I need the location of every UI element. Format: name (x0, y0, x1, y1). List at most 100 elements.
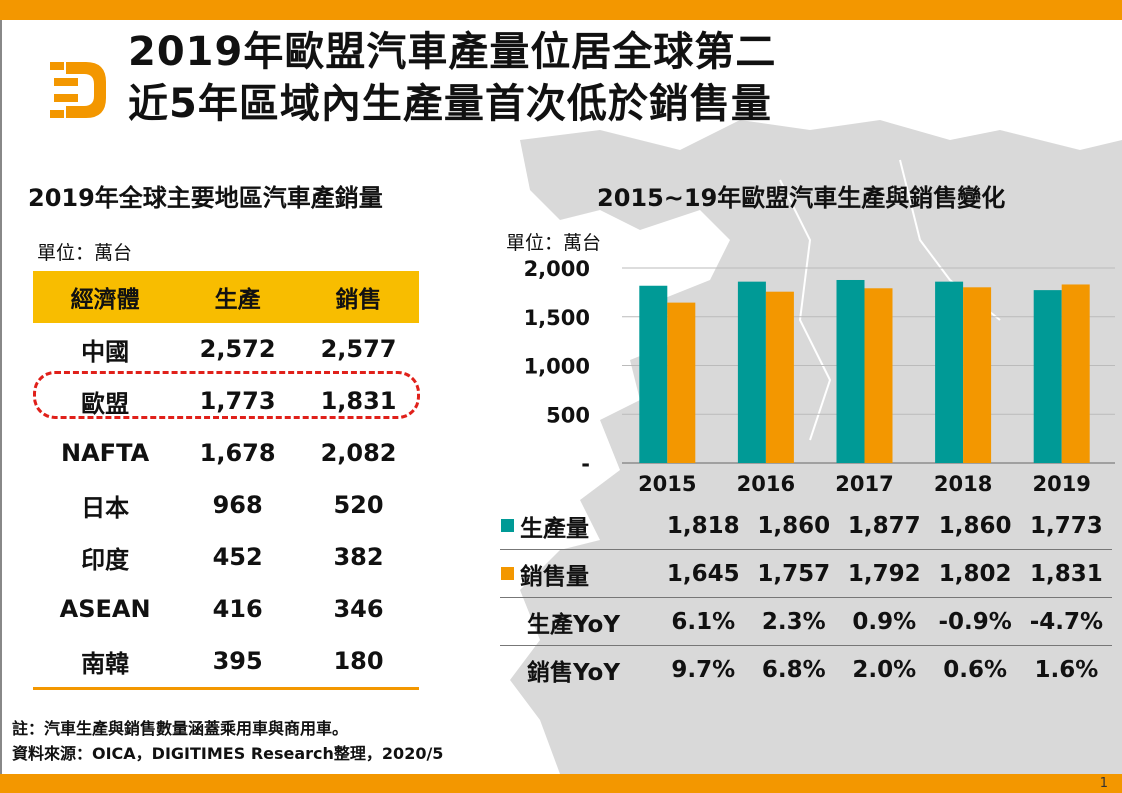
page-title: 2019年歐盟汽車產量位居全球第二 近5年區域內生產量首次低於銷售量 (128, 26, 776, 130)
y-tick-label: 2,000 (524, 257, 590, 281)
chart-data-table: 生產量 1,818 1,860 1,877 1,860 1,773 銷售量 1,645 1,75… (500, 502, 1112, 693)
column-header-production: 生產 (177, 271, 299, 323)
chart-unit-label: 單位：萬台 (506, 232, 602, 254)
data-table-row: 銷售YoY 9.7% 6.8% 2.0% 0.6% 1.6% (500, 646, 1112, 694)
economy-cell: 南韓 (33, 635, 178, 690)
footnotes: 註：汽車生產與銷售數量涵蓋乘用車與商用車。 資料來源：OICA，DIGITIME… (12, 716, 443, 766)
data-table-row: 生產YoY 6.1% 2.3% 0.9% -0.9% -4.7% (500, 597, 1112, 646)
value-cell: 6.1% (658, 597, 749, 646)
x-tick-label: 2016 (737, 472, 795, 496)
value-cell: 1,818 (658, 502, 749, 550)
bar-production-2017 (836, 279, 865, 463)
value-cell: 1,757 (748, 549, 840, 598)
row-label-text: 銷售量 (520, 563, 589, 590)
value-cell: 1,860 (929, 502, 1021, 550)
legend-swatch-icon (501, 518, 514, 532)
value-cell: -4.7% (1020, 597, 1112, 646)
sales-cell: 346 (333, 595, 384, 623)
table-row: 日本 968 520 (33, 479, 419, 531)
legend-swatch-icon (501, 566, 514, 580)
data-table-row: 銷售量 1,645 1,757 1,792 1,802 1,831 (500, 549, 1112, 598)
sales-cell: 520 (333, 491, 384, 519)
top-accent-bar (0, 0, 1122, 20)
value-cell: 1,877 (839, 502, 930, 550)
table-row: NAFTA 1,678 2,082 (33, 427, 419, 479)
value-cell: 6.8% (761, 656, 826, 683)
economy-cell: ASEAN (59, 595, 151, 623)
row-label: 生產量 (500, 502, 658, 550)
bar-sales-2016 (765, 291, 794, 463)
column-header-economy: 經濟體 (33, 271, 178, 323)
y-tick-label: 1,500 (524, 306, 590, 330)
value-cell: 1.6% (1034, 656, 1099, 683)
production-cell: 2,572 (199, 335, 276, 363)
value-cell: 1,645 (658, 549, 749, 598)
production-cell: 416 (212, 595, 263, 623)
digitimes-d-logo-icon (50, 62, 106, 118)
x-tick-label: 2018 (934, 472, 992, 496)
production-cell: 968 (212, 491, 263, 519)
eu-highlight-oval (33, 371, 420, 419)
bar-production-2018 (935, 281, 964, 463)
x-tick-label: 2019 (1032, 472, 1090, 496)
title-line-1: 2019年歐盟汽車產量位居全球第二 (128, 29, 777, 75)
y-tick-label: 1,000 (524, 355, 590, 379)
data-table-row: 生產量 1,818 1,860 1,877 1,860 1,773 (500, 502, 1112, 550)
sales-cell: 2,577 (320, 335, 397, 363)
value-cell: 1,792 (839, 549, 930, 598)
regional-production-sales-table: 經濟體 生產 銷售 中國 2,572 2,577 歐盟 1,773 1,831 NAFT… (33, 271, 419, 690)
right-subtitle: 2015~19年歐盟汽車生產與銷售變化 (597, 184, 1006, 212)
production-cell: 395 (177, 635, 299, 690)
note-text: 註：汽車生產與銷售數量涵蓋乘用車與商用車。 (12, 719, 349, 738)
eu-production-sales-bar-chart: - 500 1,000 1,500 2,000 2015 2016 2017 2018 2019 (524, 257, 1115, 496)
value-cell: 1,860 (748, 502, 840, 550)
left-subtitle: 2019年全球主要地區汽車產銷量 (28, 184, 383, 212)
bar-production-2019 (1033, 290, 1062, 463)
row-label-text: 生產YoY (527, 611, 620, 638)
row-label: 生產YoY (500, 597, 658, 646)
bottom-accent-bar: 1 (0, 774, 1122, 793)
sales-cell: 382 (333, 543, 384, 571)
left-unit-label: 單位：萬台 (37, 242, 133, 264)
value-cell: 2.3% (748, 597, 840, 646)
value-cell: 1,773 (1020, 502, 1112, 550)
bar-production-2016 (737, 281, 766, 463)
bar-sales-2019 (1061, 284, 1090, 463)
y-tick-label: - (581, 452, 590, 476)
bar-sales-2018 (963, 287, 992, 463)
bar-production-2015 (639, 285, 668, 463)
production-cell: 1,678 (199, 439, 276, 467)
economy-cell: 日本 (81, 493, 130, 522)
value-cell: 1,802 (929, 549, 1021, 598)
value-cell: 9.7% (671, 656, 736, 683)
value-cell: 0.6% (943, 656, 1008, 683)
column-header-sales: 銷售 (298, 271, 419, 323)
title-line-2: 近5年區域內生產量首次低於銷售量 (128, 81, 772, 127)
table-header-row: 經濟體 生產 銷售 (33, 271, 419, 323)
table-row: 印度 452 382 (33, 531, 419, 583)
bar-sales-2017 (864, 288, 893, 463)
table-row: 南韓 395 180 (33, 635, 419, 690)
value-cell: -0.9% (929, 597, 1021, 646)
y-tick-label: 500 (546, 403, 590, 427)
row-label-text: 銷售YoY (527, 659, 620, 686)
x-tick-label: 2015 (638, 472, 696, 496)
sales-cell: 2,082 (320, 439, 397, 467)
row-label: 銷售YoY (500, 646, 658, 694)
sales-cell: 180 (298, 635, 419, 690)
sales-cell: 1,831 (320, 387, 397, 415)
production-cell: 1,773 (199, 387, 276, 415)
left-border-line (0, 20, 2, 774)
bar-sales-2015 (667, 302, 696, 463)
production-cell: 452 (212, 543, 263, 571)
source-text: 資料來源：OICA，DIGITIMES Research整理，2020/5 (12, 744, 444, 763)
row-label-text: 生產量 (520, 515, 589, 542)
value-cell: 2.0% (852, 656, 917, 683)
page-number: 1 (1099, 776, 1108, 791)
x-tick-label: 2017 (835, 472, 893, 496)
table-row: 中國 2,572 2,577 (33, 323, 419, 375)
value-cell: 1,831 (1020, 549, 1112, 598)
economy-cell: 印度 (81, 545, 130, 574)
economy-cell: NAFTA (61, 439, 150, 467)
economy-cell: 中國 (81, 337, 130, 366)
